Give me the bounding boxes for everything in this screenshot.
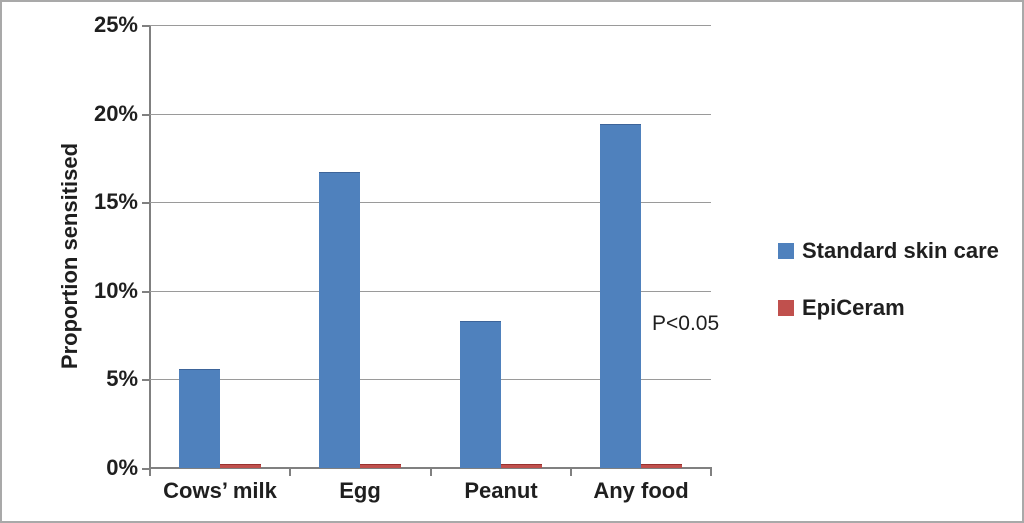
y-axis-line xyxy=(149,25,151,470)
y-tick-label: 5% xyxy=(106,366,138,391)
legend-item-epiceram: EpiCeram xyxy=(778,297,905,319)
x-tick-mark xyxy=(289,468,291,476)
bar-standard-skin-care-cows-milk xyxy=(179,369,220,468)
y-tick-label: 25% xyxy=(93,12,138,37)
x-category-label: Any food xyxy=(593,478,689,503)
legend-swatch-icon xyxy=(778,243,794,259)
x-tick-mark xyxy=(710,468,712,476)
gridline-25% xyxy=(150,25,711,26)
legend-item-standard-skin-care: Standard skin care xyxy=(778,240,999,262)
p-value-annotation: P<0.05 xyxy=(652,312,720,335)
y-tick-label: 15% xyxy=(93,189,138,214)
y-tick-label: 20% xyxy=(93,101,138,126)
bar-epiceram-any-food xyxy=(641,464,682,468)
gridline-5% xyxy=(150,379,711,380)
bar-standard-skin-care-peanut xyxy=(460,321,501,468)
gridline-10% xyxy=(150,291,711,292)
x-category-label: Peanut xyxy=(464,478,538,503)
x-tick-mark xyxy=(430,468,432,476)
y-tick-mark xyxy=(142,291,150,293)
y-tick-mark xyxy=(142,114,150,116)
y-tick-mark xyxy=(142,25,150,27)
bar-standard-skin-care-egg xyxy=(319,172,360,468)
bar-epiceram-egg xyxy=(360,464,401,468)
y-tick-label: 0% xyxy=(106,455,138,480)
y-axis-title: Proportion sensitised xyxy=(57,142,82,370)
gridline-15% xyxy=(150,202,711,203)
x-category-label: Cows’ milk xyxy=(163,478,277,503)
bar-epiceram-peanut xyxy=(501,464,542,468)
plot-area xyxy=(150,25,711,468)
y-tick-mark xyxy=(142,468,150,470)
legend-label: Standard skin care xyxy=(802,238,999,263)
bar-epiceram-cows-milk xyxy=(220,464,261,468)
x-category-label: Egg xyxy=(339,478,381,503)
y-tick-mark xyxy=(142,379,150,381)
x-tick-mark xyxy=(570,468,572,476)
legend-label: EpiCeram xyxy=(802,295,905,320)
y-tick-label: 10% xyxy=(93,278,138,303)
bar-standard-skin-care-any-food xyxy=(600,124,641,468)
gridline-20% xyxy=(150,114,711,115)
legend-swatch-icon xyxy=(778,300,794,316)
x-tick-mark xyxy=(149,468,151,476)
y-tick-mark xyxy=(142,202,150,204)
